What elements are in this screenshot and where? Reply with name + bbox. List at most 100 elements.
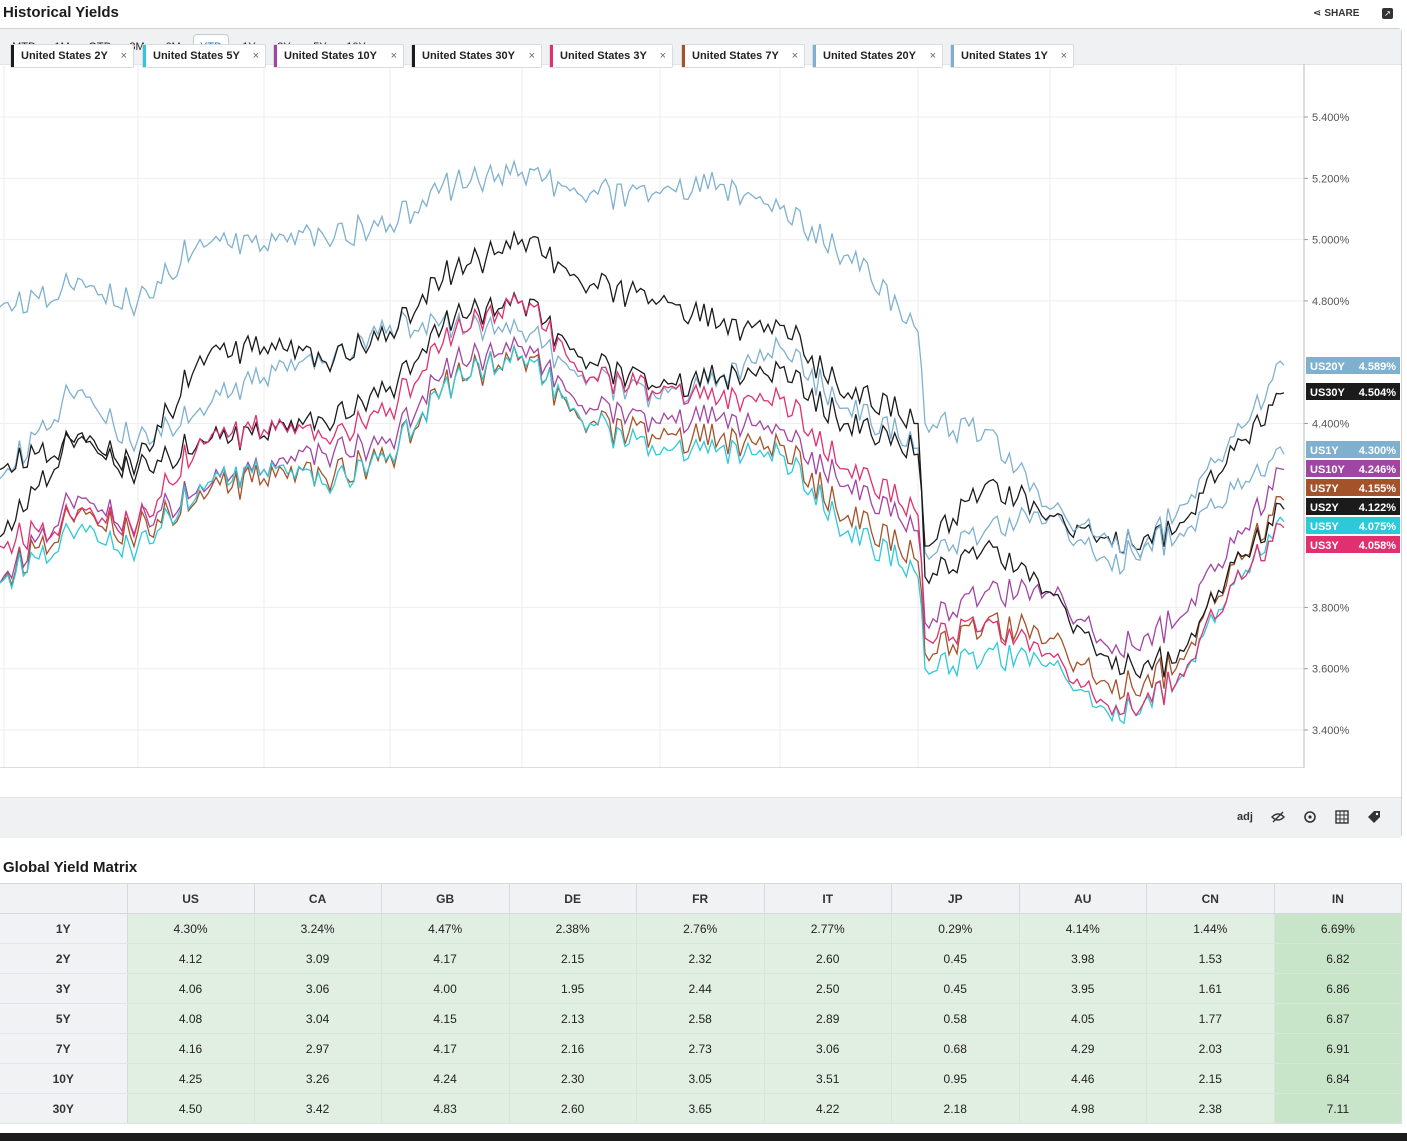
matrix-cell[interactable]: 0.45: [891, 973, 1020, 1004]
matrix-col-header[interactable]: AU: [1019, 883, 1147, 914]
matrix-cell[interactable]: 2.73: [636, 1033, 765, 1064]
yield-chart[interactable]: 5.400% 5.200% 5.000% 4.800% 4.400% 3.800% 3.60…: [0, 28, 1402, 768]
matrix-cell[interactable]: 4.15: [381, 1003, 510, 1034]
close-icon[interactable]: ×: [791, 50, 798, 62]
matrix-cell[interactable]: 3.24%: [254, 913, 382, 944]
matrix-cell[interactable]: 4.30%: [127, 913, 255, 944]
tag-icon[interactable]: [1367, 810, 1381, 824]
chip-us3y[interactable]: United States 3Y ×: [549, 44, 673, 68]
series-line-us3y[interactable]: [0, 292, 1285, 717]
matrix-cell[interactable]: 2.77%: [764, 913, 892, 944]
series-line-us1y[interactable]: [0, 159, 1285, 559]
matrix-cell[interactable]: 3.06: [764, 1033, 892, 1064]
chip-us20y[interactable]: United States 20Y ×: [812, 44, 943, 68]
matrix-cell[interactable]: 6.86: [1274, 973, 1403, 1004]
matrix-cell[interactable]: 2.89: [764, 1003, 892, 1034]
matrix-cell[interactable]: 7.11: [1274, 1093, 1403, 1124]
series-line-us5y[interactable]: [0, 344, 1285, 725]
matrix-cell[interactable]: 0.68: [891, 1033, 1020, 1064]
matrix-cell[interactable]: 3.65: [636, 1093, 765, 1124]
matrix-col-header[interactable]: GB: [381, 883, 510, 914]
matrix-col-header[interactable]: DE: [509, 883, 637, 914]
matrix-cell[interactable]: 4.25: [127, 1063, 255, 1094]
matrix-cell[interactable]: 2.15: [1146, 1063, 1275, 1094]
series-line-us10y[interactable]: [0, 335, 1285, 659]
matrix-col-header[interactable]: CN: [1146, 883, 1275, 914]
matrix-cell[interactable]: 1.95: [509, 973, 637, 1004]
series-line-us2y[interactable]: [0, 229, 1285, 679]
matrix-cell[interactable]: 4.17: [381, 943, 510, 974]
matrix-cell[interactable]: 3.26: [254, 1063, 382, 1094]
close-icon[interactable]: ×: [1060, 50, 1067, 62]
matrix-cell[interactable]: 2.97: [254, 1033, 382, 1064]
matrix-cell[interactable]: 0.95: [891, 1063, 1020, 1094]
close-icon[interactable]: ×: [390, 50, 397, 62]
chip-us2y[interactable]: United States 2Y ×: [10, 44, 134, 68]
matrix-cell[interactable]: 2.03: [1146, 1033, 1275, 1064]
series-line-us20y[interactable]: [0, 309, 1285, 576]
series-line-us30y[interactable]: [0, 290, 1285, 554]
matrix-cell[interactable]: 6.87: [1274, 1003, 1403, 1034]
matrix-cell[interactable]: 2.60: [764, 943, 892, 974]
hide-icon[interactable]: [1271, 810, 1285, 824]
matrix-cell[interactable]: 6.69%: [1274, 913, 1403, 944]
matrix-cell[interactable]: 2.16: [509, 1033, 637, 1064]
chip-us1y[interactable]: United States 1Y ×: [950, 44, 1074, 68]
matrix-cell[interactable]: 2.76%: [636, 913, 765, 944]
matrix-cell[interactable]: 2.18: [891, 1093, 1020, 1124]
matrix-cell[interactable]: 4.12: [127, 943, 255, 974]
matrix-cell[interactable]: 6.84: [1274, 1063, 1403, 1094]
matrix-cell[interactable]: 4.50: [127, 1093, 255, 1124]
matrix-cell[interactable]: 1.61: [1146, 973, 1275, 1004]
matrix-col-header[interactable]: CA: [254, 883, 382, 914]
matrix-cell[interactable]: 3.06: [254, 973, 382, 1004]
matrix-col-header[interactable]: JP: [891, 883, 1020, 914]
reset-zoom-icon[interactable]: [1303, 810, 1317, 824]
share-button[interactable]: ⋖ SHARE: [1313, 8, 1359, 19]
matrix-cell[interactable]: 3.42: [254, 1093, 382, 1124]
matrix-cell[interactable]: 2.38: [1146, 1093, 1275, 1124]
matrix-cell[interactable]: 4.47%: [381, 913, 510, 944]
matrix-cell[interactable]: 4.08: [127, 1003, 255, 1034]
matrix-cell[interactable]: 2.38%: [509, 913, 637, 944]
expand-icon[interactable]: ↗: [1382, 8, 1393, 19]
chip-us5y[interactable]: United States 5Y ×: [142, 44, 266, 68]
matrix-col-header[interactable]: US: [127, 883, 255, 914]
matrix-cell[interactable]: 1.53: [1146, 943, 1275, 974]
matrix-cell[interactable]: 0.29%: [891, 913, 1020, 944]
matrix-cell[interactable]: 4.24: [381, 1063, 510, 1094]
close-icon[interactable]: ×: [929, 50, 936, 62]
matrix-cell[interactable]: 4.29: [1019, 1033, 1147, 1064]
close-icon[interactable]: ×: [528, 50, 535, 62]
matrix-cell[interactable]: 0.58: [891, 1003, 1020, 1034]
matrix-cell[interactable]: 3.95: [1019, 973, 1147, 1004]
matrix-cell[interactable]: 4.46: [1019, 1063, 1147, 1094]
close-icon[interactable]: ×: [252, 50, 259, 62]
matrix-col-header[interactable]: IT: [764, 883, 892, 914]
matrix-cell[interactable]: 2.60: [509, 1093, 637, 1124]
matrix-cell[interactable]: 4.17: [381, 1033, 510, 1064]
matrix-cell[interactable]: 1.77: [1146, 1003, 1275, 1034]
matrix-cell[interactable]: 6.82: [1274, 943, 1403, 974]
grid-icon[interactable]: [1335, 810, 1349, 824]
matrix-cell[interactable]: 2.15: [509, 943, 637, 974]
matrix-cell[interactable]: 4.14%: [1019, 913, 1147, 944]
adj-toggle[interactable]: adj: [1237, 811, 1253, 823]
matrix-cell[interactable]: 4.83: [381, 1093, 510, 1124]
matrix-cell[interactable]: 2.30: [509, 1063, 637, 1094]
chip-us7y[interactable]: United States 7Y ×: [681, 44, 805, 68]
matrix-cell[interactable]: 6.91: [1274, 1033, 1403, 1064]
matrix-cell[interactable]: 4.00: [381, 973, 510, 1004]
matrix-cell[interactable]: 2.58: [636, 1003, 765, 1034]
series-line-us7y[interactable]: [0, 343, 1285, 701]
matrix-cell[interactable]: 0.45: [891, 943, 1020, 974]
chip-us10y[interactable]: United States 10Y ×: [273, 44, 404, 68]
close-icon[interactable]: ×: [120, 50, 127, 62]
matrix-cell[interactable]: 2.32: [636, 943, 765, 974]
matrix-cell[interactable]: 4.22: [764, 1093, 892, 1124]
matrix-cell[interactable]: 3.98: [1019, 943, 1147, 974]
matrix-cell[interactable]: 3.09: [254, 943, 382, 974]
matrix-cell[interactable]: 1.44%: [1146, 913, 1275, 944]
matrix-cell[interactable]: 4.98: [1019, 1093, 1147, 1124]
matrix-cell[interactable]: 3.51: [764, 1063, 892, 1094]
